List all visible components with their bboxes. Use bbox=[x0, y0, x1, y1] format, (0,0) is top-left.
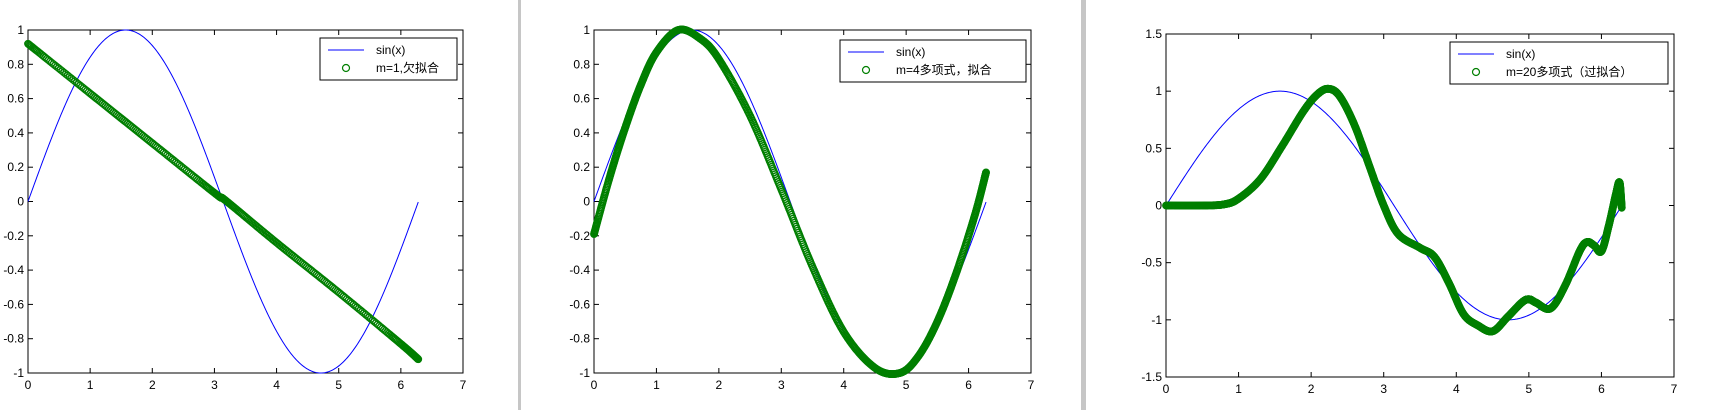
y-tick-label: 0.2 bbox=[7, 160, 24, 174]
y-tick-label: 1 bbox=[583, 23, 590, 37]
chart-panel-3: 0 1 2 3 4 5 6 7 -1.5 -1 -0.5 0 0.5 1 1.5 sin(x) m=20多项式（… bbox=[1086, 0, 1718, 410]
x-tick-label: 3 bbox=[1380, 382, 1387, 396]
x-tick-label: 4 bbox=[273, 378, 280, 392]
x-tick-label: 5 bbox=[1526, 382, 1533, 396]
x-tick-label: 5 bbox=[903, 378, 910, 392]
x-tick-label: 5 bbox=[335, 378, 342, 392]
y-tick-label: 0 bbox=[17, 195, 24, 209]
x-tick-label: 2 bbox=[716, 378, 723, 392]
fit-point bbox=[1617, 203, 1626, 212]
y-tick-label: -0.5 bbox=[1141, 256, 1162, 270]
y-tick-label: 0.8 bbox=[7, 57, 24, 71]
x-tick-label: 3 bbox=[778, 378, 785, 392]
y-tick-label: 0.6 bbox=[7, 92, 24, 106]
x-tick-label: 0 bbox=[591, 378, 598, 392]
y-tick-label: -0.4 bbox=[3, 263, 24, 277]
x-tick-label: 2 bbox=[149, 378, 156, 392]
x-tick-label: 0 bbox=[1163, 382, 1170, 396]
plot-area bbox=[590, 25, 990, 378]
series-markers-fit bbox=[1162, 84, 1626, 336]
legend-entry: m=20多项式（过拟合） bbox=[1506, 64, 1632, 79]
x-tick-label: 4 bbox=[1453, 382, 1460, 396]
plot-area bbox=[24, 29, 423, 374]
y-tick-label: 0.4 bbox=[7, 126, 24, 140]
x-tick-label: 1 bbox=[87, 378, 94, 392]
legend-entry: sin(x) bbox=[896, 45, 925, 59]
x-tick-label: 6 bbox=[398, 378, 405, 392]
series-markers-fit bbox=[24, 39, 423, 364]
y-tick-label: -0.8 bbox=[569, 332, 590, 346]
chart-panel-2: 0 1 2 3 4 5 6 7 -1 -0.8 -0.6 -0.4 -0.2 0 0.2 0.4 0.6 0.8 1… bbox=[521, 0, 1081, 410]
plot-area bbox=[1162, 84, 1626, 336]
fit-point bbox=[982, 168, 990, 177]
x-tick-label: 2 bbox=[1308, 382, 1315, 396]
y-tick-label: -1 bbox=[13, 366, 24, 380]
y-tick-label: 0.5 bbox=[1145, 141, 1162, 155]
y-tick-label: 0.8 bbox=[573, 57, 590, 71]
axes-box bbox=[593, 29, 1032, 374]
y-tick-label: 0 bbox=[583, 195, 590, 209]
y-tick-label: -0.8 bbox=[3, 332, 24, 346]
legend-entry: m=1,欠拟合 bbox=[376, 60, 439, 75]
x-tick-label: 4 bbox=[840, 378, 847, 392]
x-tick-label: 3 bbox=[211, 378, 218, 392]
x-tick-label: 7 bbox=[1671, 382, 1678, 396]
legend-entry: m=4多项式，拟合 bbox=[896, 62, 992, 77]
x-tick-label: 6 bbox=[1598, 382, 1605, 396]
y-tick-label: -0.6 bbox=[569, 297, 590, 311]
y-tick-label: 0.6 bbox=[573, 92, 590, 106]
legend-swatch-marker bbox=[861, 65, 871, 75]
legend-box bbox=[839, 39, 1027, 83]
legend: sin(x) m=4多项式，拟合 bbox=[839, 39, 1027, 83]
x-tick-label: 7 bbox=[1028, 378, 1035, 392]
x-tick-label: 7 bbox=[460, 378, 467, 392]
legend-swatch-marker bbox=[341, 63, 351, 73]
y-tick-label: -1 bbox=[1151, 313, 1162, 327]
axes-box bbox=[27, 29, 464, 374]
y-tick-label: -0.2 bbox=[569, 229, 590, 243]
legend-box bbox=[319, 37, 458, 81]
legend: sin(x) m=20多项式（过拟合） bbox=[1449, 41, 1669, 85]
y-tick-label: 0 bbox=[1155, 199, 1162, 213]
legend-entry: sin(x) bbox=[376, 43, 405, 57]
legend-swatch-marker bbox=[1471, 67, 1481, 77]
legend-entry: sin(x) bbox=[1506, 47, 1535, 61]
x-tick-label: 1 bbox=[1235, 382, 1242, 396]
series-markers-fit bbox=[590, 25, 990, 378]
chart-panel-1: 0 1 2 3 4 5 6 7 -1 -0.8 -0.6 -0.4 -0.2 0 0.2 0.4 0.6 0.8 1… bbox=[0, 0, 518, 410]
y-tick-label: -1 bbox=[579, 366, 590, 380]
legend: sin(x) m=1,欠拟合 bbox=[319, 37, 458, 81]
x-tick-label: 6 bbox=[965, 378, 972, 392]
legend-box bbox=[1449, 41, 1669, 85]
y-tick-label: -0.4 bbox=[569, 263, 590, 277]
x-tick-label: 0 bbox=[25, 378, 32, 392]
y-tick-label: 1 bbox=[1155, 84, 1162, 98]
y-tick-label: 0.2 bbox=[573, 160, 590, 174]
y-tick-label: 1 bbox=[17, 23, 24, 37]
y-tick-label: 1.5 bbox=[1145, 27, 1162, 41]
y-tick-label: 0.4 bbox=[573, 126, 590, 140]
y-tick-label: -0.6 bbox=[3, 297, 24, 311]
axes-box bbox=[1165, 33, 1675, 378]
fit-point bbox=[414, 355, 423, 364]
y-tick-label: -1.5 bbox=[1141, 370, 1162, 384]
y-tick-label: -0.2 bbox=[3, 229, 24, 243]
x-tick-label: 1 bbox=[653, 378, 660, 392]
